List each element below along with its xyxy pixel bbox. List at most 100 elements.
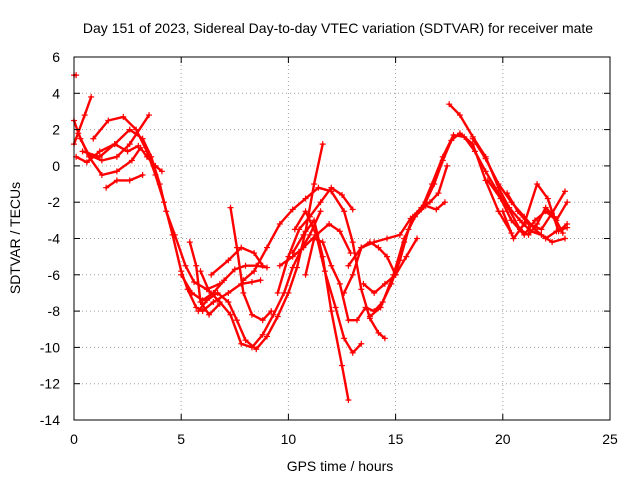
data-point: [384, 253, 391, 260]
data-point: [326, 220, 333, 227]
data-point: [362, 304, 369, 311]
data-point: [508, 217, 515, 224]
y-tick-label: -6: [48, 267, 61, 283]
data-point: [240, 277, 247, 284]
data-point: [469, 135, 476, 142]
data-point: [549, 239, 556, 246]
data-point: [188, 289, 195, 296]
data-point: [289, 206, 296, 213]
data-point: [120, 113, 127, 120]
series-trace-2: [74, 142, 140, 164]
data-point: [319, 239, 326, 246]
series-trace-22: [368, 200, 447, 318]
data-point: [259, 317, 266, 324]
data-point: [137, 144, 144, 151]
series-trace-5: [81, 128, 222, 291]
data-point: [396, 231, 403, 238]
data-point: [439, 153, 446, 160]
data-point: [214, 289, 221, 296]
data-point: [482, 155, 489, 162]
x-tick-label: 0: [70, 431, 78, 447]
y-tick-label: 6: [52, 49, 60, 65]
data-point: [225, 299, 232, 306]
data-point: [124, 148, 131, 155]
data-point: [233, 317, 240, 324]
data-point: [321, 268, 328, 275]
data-point: [349, 206, 356, 213]
data-point: [152, 171, 159, 178]
series-trace-4: [104, 173, 144, 189]
data-point: [366, 313, 373, 320]
data-point: [403, 253, 410, 260]
data-point: [433, 206, 440, 213]
data-point: [103, 184, 110, 191]
data-point: [375, 244, 382, 251]
y-tick-label: -2: [48, 194, 61, 210]
data-point: [358, 340, 365, 347]
data-point: [126, 177, 133, 184]
data-point: [471, 148, 478, 155]
data-point: [521, 231, 528, 238]
data-point: [126, 141, 133, 148]
data-point: [242, 262, 249, 269]
data-point: [238, 340, 245, 347]
data-point: [289, 250, 296, 257]
x-tick-label: 10: [281, 431, 297, 447]
data-point: [336, 280, 343, 287]
data-point: [521, 220, 528, 227]
data-point: [306, 231, 313, 238]
data-point: [341, 335, 348, 342]
data-point: [411, 213, 418, 220]
data-point: [336, 228, 343, 235]
data-point: [197, 268, 204, 275]
data-point: [143, 148, 150, 155]
series-trace-21: [362, 237, 419, 295]
data-point: [461, 133, 468, 140]
data-point: [90, 135, 97, 142]
data-point: [339, 362, 345, 369]
data-point: [263, 333, 270, 340]
data-point: [253, 346, 260, 353]
data-point: [240, 289, 247, 296]
data-point: [542, 208, 549, 215]
data-point: [113, 168, 120, 175]
data-point: [349, 239, 356, 246]
data-point: [259, 262, 266, 269]
data-point: [146, 112, 153, 119]
data-point: [268, 308, 275, 315]
series-trace-17: [293, 210, 363, 354]
series-trace-10: [197, 142, 324, 351]
x-tick-label: 5: [177, 431, 185, 447]
data-point: [345, 317, 352, 324]
data-point: [225, 257, 232, 264]
data-point: [444, 162, 451, 169]
data-point: [233, 244, 240, 251]
data-point: [504, 190, 511, 197]
series-layer: [71, 72, 571, 404]
data-point: [206, 288, 213, 295]
data-point: [561, 188, 568, 195]
data-point: [300, 231, 307, 238]
data-point: [257, 277, 264, 284]
data-point: [317, 208, 324, 215]
data-point: [349, 349, 356, 356]
data-point: [161, 199, 168, 206]
data-point: [516, 217, 523, 224]
data-point: [311, 217, 318, 224]
y-axis-label: SDTVAR / TECUs: [7, 182, 23, 294]
data-point: [354, 317, 361, 324]
data-point: [182, 262, 189, 269]
data-point: [191, 279, 198, 286]
data-point: [371, 239, 378, 246]
data-point: [527, 228, 534, 235]
data-point: [495, 181, 502, 188]
x-tick-label: 20: [495, 431, 511, 447]
data-point: [251, 250, 258, 257]
series-trace-24: [471, 137, 569, 240]
data-point: [390, 271, 397, 278]
data-point: [276, 220, 283, 227]
data-point: [96, 148, 103, 155]
data-point: [345, 397, 352, 404]
